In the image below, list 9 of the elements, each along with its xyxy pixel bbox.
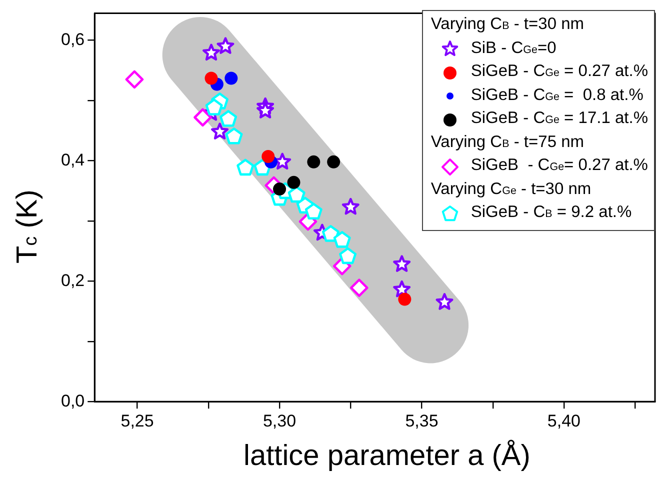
x-tick-label: 5,40 (547, 411, 581, 430)
y-tick-label: 0,4 (60, 150, 85, 170)
y-tick-label: 0,6 (60, 30, 85, 49)
x-tick-label: 5,30 (262, 411, 296, 430)
x-axis-title: lattice parameter a (Å) (242, 440, 532, 473)
x-tick-label: 5,35 (405, 411, 438, 430)
y-tick-label: 0,0 (60, 391, 85, 410)
x-tick-label: 5,25 (120, 411, 154, 430)
y-tick-label: 0,2 (60, 270, 85, 290)
